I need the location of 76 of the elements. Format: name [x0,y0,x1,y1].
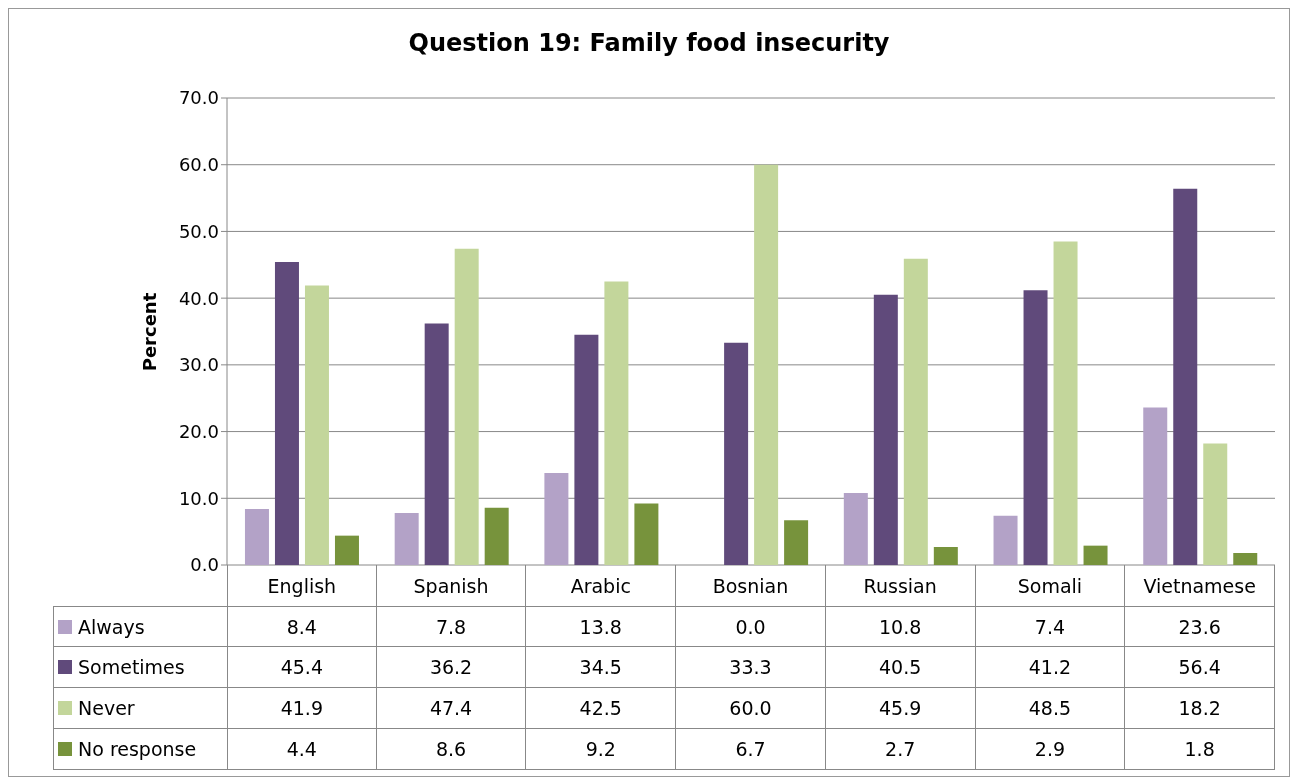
bar [754,164,779,565]
y-tick-label: 50.0 [178,220,219,242]
data-label: 36.2 [376,647,527,688]
bar [993,515,1018,565]
data-label: 33.3 [676,647,826,688]
bar [843,492,868,565]
data-label: 10.8 [825,606,976,647]
bar [304,285,329,565]
data-label: 18.2 [1125,688,1275,729]
bar [424,323,449,565]
bar [1083,545,1108,565]
x-tick-label: English [227,565,377,606]
bar [903,258,928,565]
data-label: 56.4 [1125,647,1275,688]
bar [394,512,419,565]
chart-title: Question 19: Family food insecurity [407,29,891,57]
x-tick-label: Somali [975,565,1126,606]
bar [454,248,479,565]
data-label: 60.0 [676,688,826,729]
data-label: 0.0 [676,606,826,647]
data-label: 8.4 [227,606,377,647]
bar [1173,188,1198,565]
bar [604,281,629,565]
x-tick-label: Russian [825,565,976,606]
bar [724,342,749,565]
data-label: 8.6 [376,729,527,770]
data-label: 1.8 [1125,729,1275,770]
bar [634,503,659,565]
bar [1143,407,1168,565]
x-tick-label: Vietnamese [1125,565,1275,606]
bar [873,294,898,565]
bar [244,508,269,565]
bar [544,472,569,565]
x-tick-label: Arabic [526,565,677,606]
data-label: 40.5 [825,647,976,688]
y-tick-label: 30.0 [178,354,219,376]
data-label: 41.2 [975,647,1126,688]
bar [784,520,809,565]
legend-label: Sometimes [78,656,185,678]
bar [933,546,958,565]
data-label: 13.8 [526,606,677,647]
data-label: 2.9 [975,729,1126,770]
legend-label: No response [78,738,197,760]
legend-label: Always [78,615,145,638]
y-tick-label: 0.0 [190,554,219,576]
bar [1053,241,1078,565]
y-tick-label: 40.0 [178,287,219,309]
bar [334,535,359,565]
data-label: 9.2 [526,729,677,770]
bar [574,334,599,565]
x-tick-label: Bosnian [676,565,826,606]
data-label: 48.5 [975,688,1126,729]
data-label: 4.4 [227,729,377,770]
x-tick-label: Spanish [376,565,527,606]
data-label: 2.7 [825,729,976,770]
y-tick-label: 60.0 [178,154,219,176]
data-label: 7.4 [975,606,1126,647]
data-label: 34.5 [526,647,677,688]
data-label: 6.7 [676,729,826,770]
y-tick-label: 70.0 [178,87,219,109]
bar [1233,552,1258,565]
data-label: 45.4 [227,647,377,688]
data-label: 7.8 [376,606,527,647]
data-label: 23.6 [1125,606,1275,647]
y-tick-label: 10.0 [178,487,219,509]
data-label: 42.5 [526,688,677,729]
bar [1203,443,1228,565]
legend-label: Never [78,697,135,719]
y-axis-title: Percent [138,292,160,371]
data-label: 47.4 [376,688,527,729]
data-label: 45.9 [825,688,976,729]
y-tick-label: 20.0 [178,420,219,442]
bar [274,262,299,565]
data-label: 41.9 [227,688,377,729]
bar [484,507,509,565]
bar [1023,290,1048,565]
